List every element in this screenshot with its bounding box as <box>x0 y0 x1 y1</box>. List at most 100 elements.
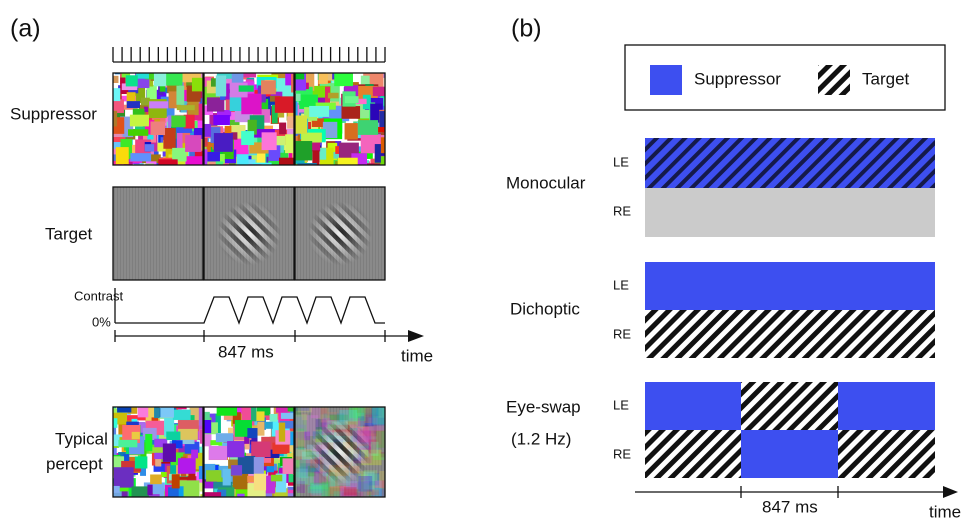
patch <box>113 76 119 83</box>
duration-label: 847 ms <box>218 342 274 361</box>
patch <box>172 474 180 488</box>
patch <box>311 496 327 510</box>
duration-label: 847 ms <box>762 497 818 516</box>
patch <box>126 75 138 86</box>
row-label: Target <box>45 224 93 243</box>
patch <box>178 458 196 474</box>
patch <box>385 128 396 136</box>
patch <box>358 476 372 492</box>
patch <box>160 403 174 418</box>
patch <box>145 164 154 182</box>
patch <box>279 423 285 442</box>
patch <box>118 440 137 447</box>
patch <box>185 135 201 152</box>
patch <box>239 85 254 91</box>
time-label: time <box>401 346 433 365</box>
patch <box>341 106 360 119</box>
panel-label: (a) <box>10 15 41 43</box>
row-label: Typical <box>55 429 108 448</box>
patch <box>178 429 198 440</box>
patch <box>385 468 392 475</box>
patch <box>216 75 226 96</box>
patch <box>241 131 254 145</box>
patch <box>173 410 191 420</box>
patch <box>265 422 273 429</box>
patch <box>163 128 175 149</box>
patch <box>216 161 223 175</box>
patch <box>358 120 378 135</box>
patch <box>116 147 129 164</box>
patch <box>147 485 152 496</box>
patch <box>209 446 227 460</box>
gabor <box>308 420 372 484</box>
patch <box>150 474 162 484</box>
patch <box>171 116 185 128</box>
patch <box>287 497 298 509</box>
patch <box>113 486 120 493</box>
panel-label: (b) <box>511 15 542 43</box>
patch <box>145 434 152 451</box>
patch <box>372 407 385 417</box>
patch <box>237 494 244 506</box>
patch <box>206 470 221 481</box>
eye-label: LE <box>613 397 629 412</box>
patch <box>345 123 358 139</box>
patch <box>154 70 166 87</box>
patch <box>293 141 312 160</box>
condition-label: Monocular <box>506 173 586 192</box>
stimulus-frames <box>105 65 403 513</box>
legend-swatch <box>650 65 682 95</box>
patch <box>242 164 262 185</box>
patch <box>339 410 357 422</box>
patch <box>271 475 282 482</box>
patch <box>294 431 304 447</box>
patch <box>279 158 295 166</box>
patch <box>177 105 195 110</box>
patch <box>231 465 242 475</box>
patch <box>254 474 266 491</box>
patch <box>149 101 168 108</box>
patch <box>217 407 237 416</box>
patch <box>132 432 140 439</box>
patch <box>379 111 397 127</box>
frame <box>295 187 385 280</box>
patch <box>166 432 180 441</box>
patch <box>261 80 276 94</box>
patch <box>158 159 177 177</box>
condition-bars <box>645 138 935 478</box>
patch <box>145 402 157 407</box>
patch <box>344 487 357 495</box>
frame <box>287 399 401 510</box>
patch <box>223 469 231 486</box>
patch <box>108 413 127 425</box>
patch <box>275 96 295 112</box>
patch <box>251 407 256 422</box>
patch <box>128 129 148 136</box>
figure: (a) Suppressor Target Contrast 0% 847 ms… <box>0 0 967 521</box>
patch <box>146 161 157 174</box>
patch <box>267 466 274 472</box>
patch <box>384 76 403 91</box>
patch <box>308 486 323 493</box>
patch <box>191 450 198 459</box>
patch <box>322 482 330 499</box>
patch <box>262 132 277 150</box>
patch <box>311 401 320 418</box>
patch <box>319 400 331 407</box>
patch <box>168 487 179 497</box>
patch <box>227 441 244 457</box>
patch <box>257 422 264 436</box>
legend-label: Target <box>862 69 910 88</box>
patch <box>138 401 149 418</box>
patch <box>109 88 121 101</box>
eye-label: LE <box>613 277 629 292</box>
patch <box>241 66 256 77</box>
gabor <box>217 202 281 266</box>
patch <box>177 131 183 151</box>
legend-label: Suppressor <box>694 69 781 88</box>
frame <box>204 187 294 280</box>
frame <box>113 187 203 280</box>
patch <box>373 87 390 96</box>
patch <box>270 414 278 422</box>
patch <box>166 72 183 86</box>
